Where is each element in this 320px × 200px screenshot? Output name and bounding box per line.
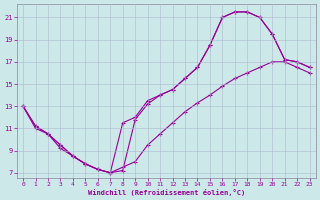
X-axis label: Windchill (Refroidissement éolien,°C): Windchill (Refroidissement éolien,°C) [88,189,245,196]
